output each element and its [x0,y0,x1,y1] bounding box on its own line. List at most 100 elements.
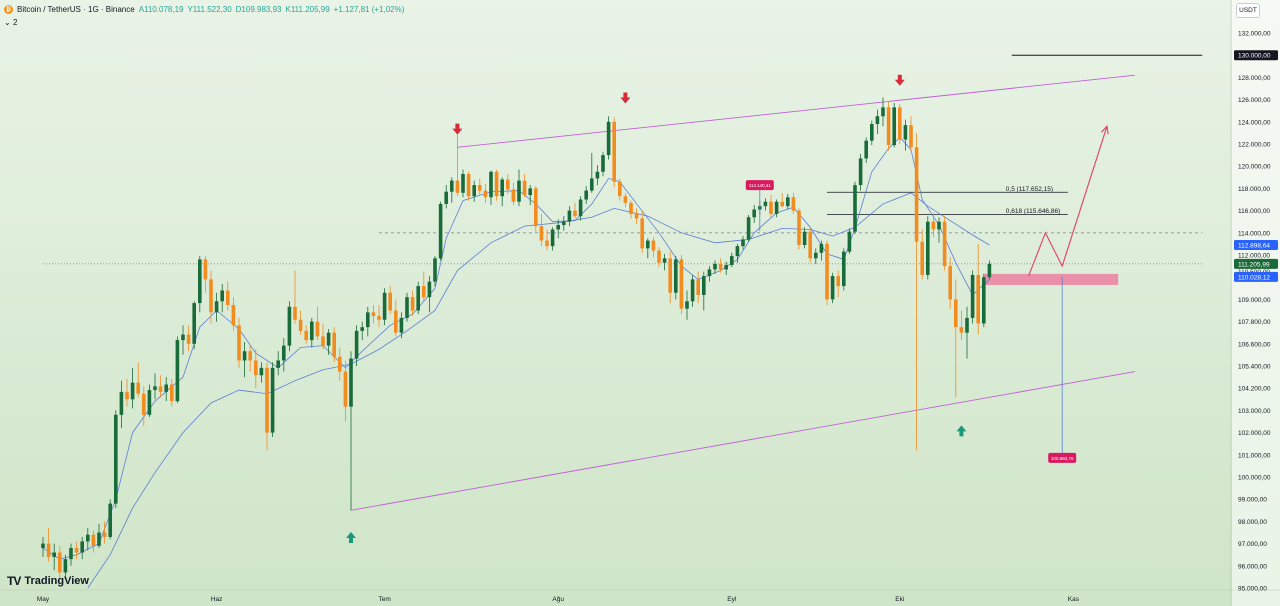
callout-box [745,180,774,191]
y-tick-label: 101.000,00 [1238,452,1271,459]
tradingview-logo[interactable]: TV TradingView [7,574,89,588]
candle-body [69,548,73,560]
candle-body [920,241,924,275]
candle-body [41,543,45,549]
candle-body [690,279,695,302]
candle-body [114,414,118,504]
candle-body [629,202,633,214]
candle-body [91,534,96,546]
candle-body [752,209,756,218]
candle-body [914,147,919,242]
price-label-box [1234,50,1278,61]
candle-body [282,345,286,361]
candle-body [483,190,488,198]
ema-slow-line [87,192,990,589]
candle-body [298,319,303,331]
candle-body [63,559,68,573]
candle-body [606,121,611,156]
candle-body [354,330,359,359]
candle-body [578,199,583,217]
currency-button[interactable]: USDT [1236,3,1260,18]
candle-body [601,155,605,172]
price-label-box [1234,240,1278,251]
price-label: 111.205,99 [1238,261,1270,268]
candle-body [982,277,986,324]
price-label-box [1234,271,1278,282]
candle-body [892,107,896,146]
candle-body [618,181,622,197]
candle-body [595,171,600,179]
ohlc-close: K111.205,99 [285,5,330,14]
candle-body [214,301,219,313]
x-tick-label: Eyl [727,596,737,603]
candle-body [735,246,740,257]
candle-body [338,356,342,372]
symbol-title[interactable]: Bitcoin / TetherUS · 1G · Binance [17,5,135,14]
candle-body [886,107,891,146]
candle-body [612,121,616,182]
chevron-down-icon[interactable]: ⌄ [4,18,11,27]
candle-body [192,303,196,344]
candle-body [724,264,728,270]
indicator-count: 2 [12,18,18,27]
candle-body [175,340,180,402]
ohlc-low: D109.983,93 [235,5,282,14]
indicator-toggle[interactable]: ⌄ 2 [4,18,17,27]
candle-body [870,124,874,141]
tradingview-icon: TV [7,574,21,588]
y-tick-label: 95.000,00 [1238,586,1267,593]
candle-body [394,310,398,333]
y-tick-label: 99.000,00 [1238,497,1267,504]
price-label: 130.000,00 [1238,53,1271,60]
candle-body [819,243,824,253]
candle-body [522,180,527,196]
candle-body [478,185,482,191]
candle-body [965,317,969,333]
candle-body [304,330,308,341]
candle-body [321,336,325,346]
candle-body [539,226,544,241]
candle-body [203,259,208,280]
candle-body [427,281,432,298]
candle-body [584,190,588,200]
channel-lower-line [350,371,1136,511]
candle-body [130,382,135,400]
candle-body [388,292,392,311]
arrow-up-icon [346,531,356,543]
candle-body [422,286,426,298]
y-tick-label: 96.000,00 [1238,563,1267,570]
callout-box [1048,452,1077,463]
candle-body [158,386,163,392]
projection-arrowhead [1101,124,1109,135]
candle-body [382,292,387,320]
candle-body [875,116,880,125]
candle-body [741,239,745,247]
bitcoin-icon: ₿ [4,5,13,14]
candle-body [903,125,908,140]
y-tick-label: 114.000,00 [1238,230,1270,237]
y-tick-label: 102.000,00 [1238,430,1271,437]
candle-body [315,321,320,337]
candle-body [987,263,992,278]
candle-body [438,203,443,259]
candle-body [802,231,807,246]
candle-body [164,384,168,392]
candle-body [511,189,516,202]
candle-body [254,360,258,376]
candle-body [623,196,628,203]
candle-body [444,191,448,204]
candle-body [472,185,476,197]
candle-body [455,180,460,193]
candle-body [125,391,129,400]
candle-body [265,367,269,433]
candle-body [674,259,678,293]
candle-body [774,201,779,214]
candle-body [270,367,275,433]
candle-body [909,125,913,148]
candle-body [707,269,712,277]
candle-body [186,334,191,344]
y-tick-label: 98.000,00 [1238,519,1267,526]
candle-body [847,231,852,252]
